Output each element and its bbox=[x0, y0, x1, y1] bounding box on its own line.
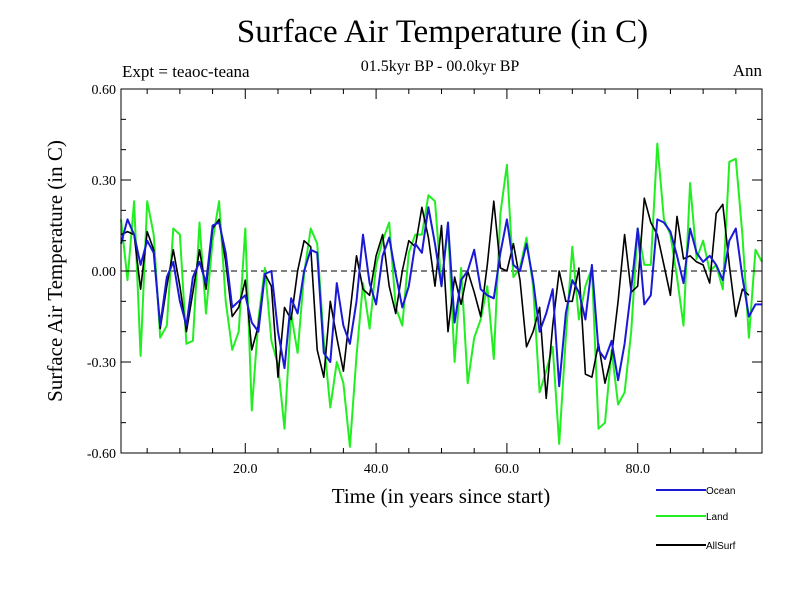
x-tick-label: 80.0 bbox=[625, 462, 650, 477]
y-tick-label: -0.30 bbox=[87, 356, 116, 371]
y-tick-label: 0.00 bbox=[92, 265, 117, 280]
experiment-label: Expt = teaoc-teana bbox=[122, 62, 250, 81]
x-axis-title: Time (in years since start) bbox=[332, 484, 551, 508]
y-axis-title: Surface Air Temperature (in C) bbox=[43, 140, 67, 402]
season-label: Ann bbox=[732, 61, 762, 80]
y-tick-label: 0.30 bbox=[92, 174, 117, 189]
legend-label-land: Land bbox=[706, 512, 728, 523]
legend-label-allsurf: AllSurf bbox=[706, 541, 736, 552]
series-line-ocean bbox=[120, 206, 762, 388]
chart-title: Surface Air Temperature (in C) bbox=[236, 14, 649, 50]
period-label: 01.5kyr BP - 00.0kyr BP bbox=[360, 58, 520, 75]
axis-layer: -0.60 -0.30 0.00 0.30 0.60 20.0 40.0 60.0 80.0 bbox=[87, 83, 762, 477]
y-tick-label: 0.60 bbox=[92, 83, 117, 98]
series-layer bbox=[120, 142, 763, 448]
x-tick-label: 40.0 bbox=[364, 462, 389, 477]
legend-label-ocean: Ocean bbox=[706, 486, 735, 497]
x-tick-label: 60.0 bbox=[495, 462, 520, 477]
x-tick-label: 20.0 bbox=[233, 462, 258, 477]
legend: Ocean Land AllSurf bbox=[656, 486, 736, 552]
series-line-allsurf bbox=[120, 197, 750, 400]
series-line-land bbox=[120, 142, 763, 448]
y-tick-label: -0.60 bbox=[87, 447, 116, 462]
